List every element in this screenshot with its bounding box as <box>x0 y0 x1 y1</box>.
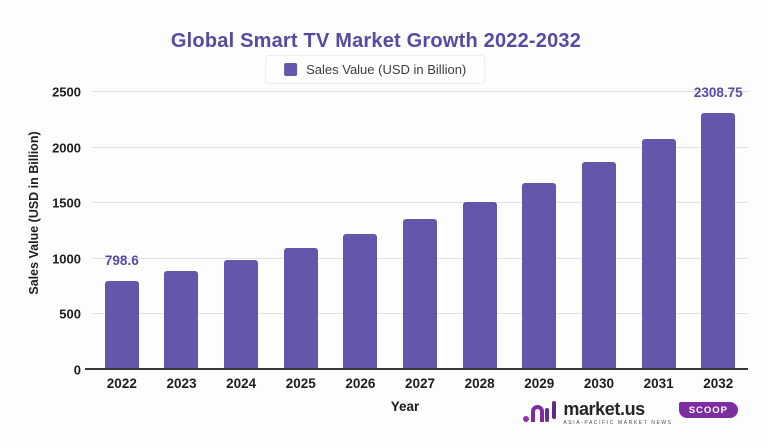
bar-column-2022: 798.6 <box>92 92 152 370</box>
x-tick-2023: 2023 <box>166 376 197 391</box>
bar-column-2029 <box>509 92 569 370</box>
brand-logo: market.us ASIA-PACIFIC MARKET NEWS SCOOP <box>523 400 738 426</box>
x-tick-2032: 2032 <box>703 376 734 391</box>
bar-2030 <box>581 162 616 370</box>
gridline-2000 <box>92 146 748 148</box>
logo-dot-shape <box>523 416 530 422</box>
marketus-logo-icon <box>523 401 557 425</box>
bar-column-2023 <box>152 92 212 370</box>
y-axis-ticks: 0 500 1000 1500 2000 2500 <box>0 85 84 378</box>
x-tick-2030: 2030 <box>583 376 614 391</box>
legend-swatch <box>284 63 298 76</box>
x-tick-2031: 2031 <box>643 376 674 391</box>
logo-arch-shape <box>531 405 545 422</box>
x-tick-2025: 2025 <box>285 376 316 391</box>
x-tick-2024: 2024 <box>226 376 257 391</box>
x-tick-2026: 2026 <box>345 376 376 391</box>
x-tick-2028: 2028 <box>464 376 495 391</box>
bar-2027 <box>403 219 438 370</box>
y-tick-2000: 2000 <box>52 140 81 156</box>
bar-column-2025 <box>271 92 331 370</box>
y-tick-2500: 2500 <box>52 84 81 100</box>
bar-2022 <box>104 281 139 370</box>
x-tick-2022: 2022 <box>106 376 137 391</box>
bar-2032 <box>701 113 736 370</box>
logo-bar-shape <box>544 408 550 422</box>
bar-2026 <box>343 234 378 370</box>
plot-area: 798.6 2308.75 <box>85 85 748 370</box>
gridline-2500 <box>92 91 748 92</box>
legend: Sales Value (USD in Billion) <box>265 55 486 84</box>
data-label-2022: 798.6 <box>104 253 139 269</box>
bar-column-2024 <box>211 92 271 370</box>
bar-column-2028 <box>450 92 510 370</box>
gridline-1500 <box>92 202 748 204</box>
x-axis-labels: 2022 2023 2024 2025 2026 2027 2028 2029 2030 2031… <box>92 376 748 391</box>
legend-label: Sales Value (USD in Billion) <box>306 62 467 77</box>
bar-2029 <box>522 183 557 370</box>
bar-column-2030 <box>569 92 629 370</box>
brand-text: market.us ASIA-PACIFIC MARKET NEWS <box>563 400 672 426</box>
scoop-badge: SCOOP <box>678 402 738 418</box>
chart-title: Global Smart TV Market Growth 2022-2032 <box>170 30 582 52</box>
bar-2023 <box>164 271 199 370</box>
bar-2025 <box>283 247 318 370</box>
bar-2028 <box>462 202 497 370</box>
y-tick-1000: 1000 <box>52 251 81 267</box>
y-tick-0: 0 <box>73 362 81 378</box>
x-tick-2027: 2027 <box>405 376 436 391</box>
y-tick-1500: 1500 <box>52 195 81 211</box>
brand-tagline: ASIA-PACIFIC MARKET NEWS <box>563 420 673 426</box>
bar-column-2027 <box>390 92 450 370</box>
gridline-0 <box>85 368 748 370</box>
bar-column-2026 <box>331 92 391 370</box>
y-tick-500: 500 <box>59 306 81 322</box>
logo-bar-shape <box>551 401 557 419</box>
bar-column-2031 <box>629 92 689 370</box>
bar-2031 <box>641 139 676 370</box>
x-axis-title: Year <box>390 399 420 414</box>
data-label-2032: 2308.75 <box>693 85 743 101</box>
bar-2024 <box>224 260 259 370</box>
bars: 798.6 2308.75 <box>92 85 748 370</box>
brand-name: market.us <box>563 399 645 419</box>
bar-column-2032: 2308.75 <box>688 85 748 370</box>
x-tick-2029: 2029 <box>524 376 555 391</box>
